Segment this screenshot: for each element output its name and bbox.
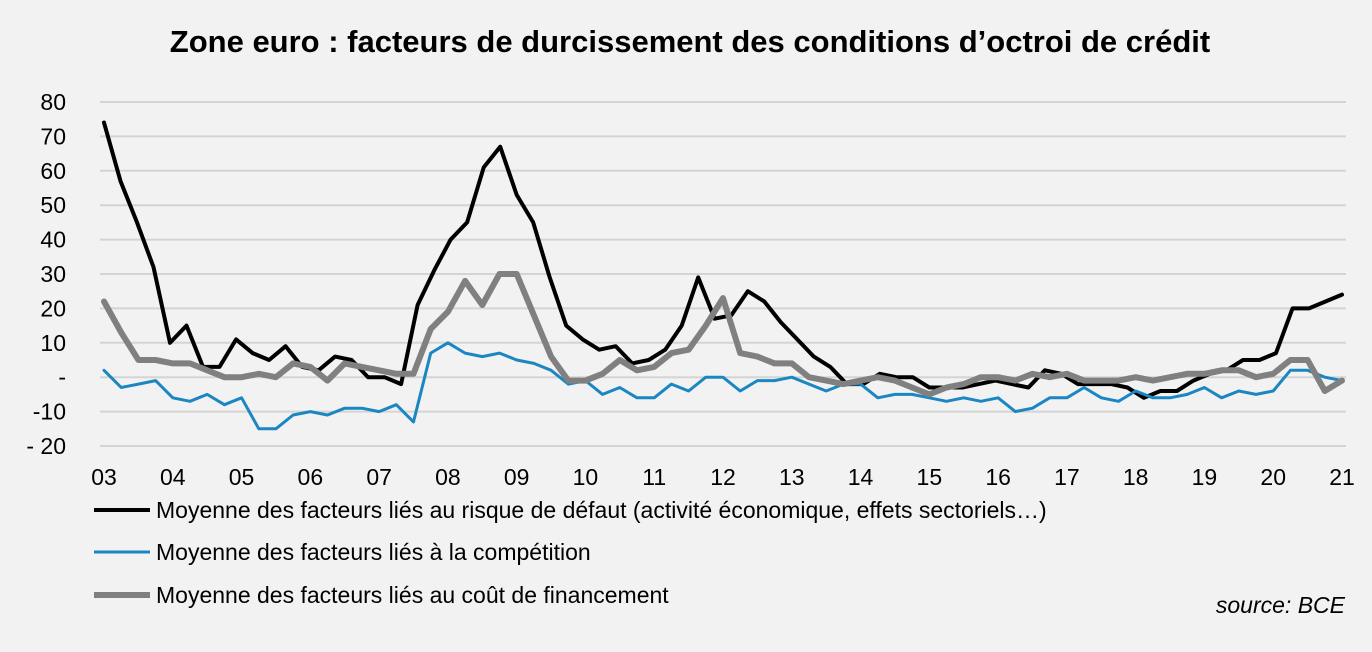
y-tick-label: -: [58, 364, 66, 390]
legend-label: Moyenne des facteurs liés au risque de d…: [156, 497, 1047, 523]
series-line-3: [101, 271, 1345, 398]
y-tick-label: 20: [40, 295, 66, 321]
y-tick-label: 40: [40, 227, 66, 253]
legend-label: Moyenne des facteurs liés au coût de fin…: [156, 582, 669, 608]
x-tick-label: 20: [1260, 464, 1286, 490]
x-tick-label: 12: [710, 464, 736, 490]
legend: Moyenne des facteurs liés au risque de d…: [94, 497, 1047, 608]
y-tick-label: - 20: [26, 433, 66, 459]
x-axis-tick-labels: 03 04 05 06 07 08 09 10 11 12 13 14 15 16 17 18 19 20 21: [91, 464, 1355, 490]
series-line-1: [102, 120, 1344, 400]
x-tick-label: 19: [1192, 464, 1218, 490]
y-axis-tick-labels: 80 70 60 50 40 30 20 10 - -10 - 20: [26, 89, 66, 459]
x-tick-label: 08: [435, 464, 461, 490]
grid-lines: [100, 101, 1346, 447]
y-tick-label: 70: [40, 123, 66, 149]
x-tick-label: 13: [779, 464, 805, 490]
x-tick-label: 05: [229, 464, 255, 490]
x-tick-label: 04: [160, 464, 186, 490]
y-tick-label: 30: [40, 261, 66, 287]
y-tick-label: 60: [40, 158, 66, 184]
series-line-2: [102, 341, 1344, 431]
x-tick-label: 11: [642, 464, 666, 490]
x-tick-label: 17: [1054, 464, 1080, 490]
y-tick-label: -10: [33, 399, 66, 425]
x-tick-label: 10: [573, 464, 599, 490]
x-tick-label: 18: [1123, 464, 1149, 490]
x-tick-label: 09: [504, 464, 530, 490]
y-tick-label: 10: [40, 330, 66, 356]
x-tick-label: 21: [1329, 464, 1355, 490]
chart-title: Zone euro : facteurs de durcissement des…: [170, 24, 1210, 59]
source-note: source: BCE: [1216, 592, 1346, 618]
x-tick-label: 07: [366, 464, 392, 490]
x-tick-label: 14: [848, 464, 874, 490]
x-tick-label: 03: [91, 464, 117, 490]
series-lines: [101, 120, 1345, 431]
y-tick-label: 50: [40, 192, 66, 218]
x-tick-label: 15: [917, 464, 943, 490]
y-tick-label: 80: [40, 89, 66, 115]
x-tick-label: 06: [298, 464, 324, 490]
legend-label: Moyenne des facteurs liés à la compétiti…: [156, 539, 591, 565]
x-tick-label: 16: [985, 464, 1011, 490]
